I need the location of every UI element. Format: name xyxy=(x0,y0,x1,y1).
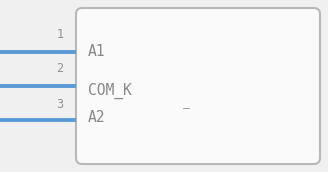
Text: COM_K: COM_K xyxy=(88,83,132,99)
Text: 1: 1 xyxy=(56,28,64,40)
Text: A1: A1 xyxy=(88,45,106,60)
FancyBboxPatch shape xyxy=(76,8,320,164)
Text: 3: 3 xyxy=(56,98,64,110)
Text: A2: A2 xyxy=(88,110,106,126)
Text: —: — xyxy=(183,103,190,113)
Text: 2: 2 xyxy=(56,62,64,76)
